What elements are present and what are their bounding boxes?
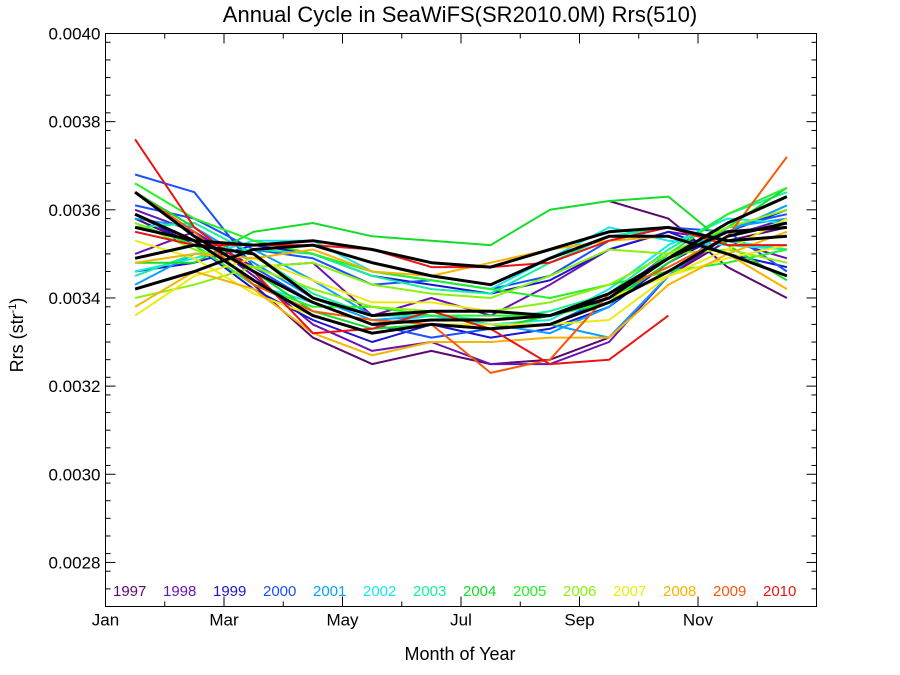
legend-item-2010: 2010 xyxy=(763,583,796,600)
x-tick-label: Jan xyxy=(92,611,119,630)
legend-item-2001: 2001 xyxy=(313,583,346,600)
x-tick-label: May xyxy=(326,611,359,630)
y-tick-label: 0.0034 xyxy=(49,289,101,308)
legend-item-2004: 2004 xyxy=(463,583,496,600)
y-tick-label: 0.0030 xyxy=(49,465,101,484)
legend-item-1998: 1998 xyxy=(163,583,196,600)
y-axis-label-main: Rrs (str xyxy=(7,313,27,372)
legend-item-2003: 2003 xyxy=(413,583,446,600)
x-tick-label: Sep xyxy=(564,611,594,630)
plot-frame xyxy=(105,33,817,607)
series-2005-line-2 xyxy=(134,182,788,299)
x-tick-label: Nov xyxy=(683,611,714,630)
chart-title: Annual Cycle in SeaWiFS(SR2010.0M) Rrs(5… xyxy=(223,2,697,27)
series-2007-line-1 xyxy=(134,217,788,335)
legend-item-1997: 1997 xyxy=(113,583,146,600)
legend-item-2006: 2006 xyxy=(563,583,596,600)
legend-item-2007: 2007 xyxy=(613,583,646,600)
y-axis-label: Rrs (str-1) xyxy=(7,298,27,373)
mean-lines xyxy=(134,190,788,335)
y-tick-label: 0.0036 xyxy=(49,201,101,220)
legend-item-1999: 1999 xyxy=(213,583,246,600)
y-tick-label: 0.0028 xyxy=(49,553,101,572)
series-2008-line-1 xyxy=(134,230,788,357)
x-axis-label: Month of Year xyxy=(404,644,515,664)
series-2009-line-1 xyxy=(134,156,788,374)
series-2007-line-2 xyxy=(134,244,788,317)
y-axis-label-sup: -1 xyxy=(7,304,19,314)
mean-line-4 xyxy=(134,225,788,269)
y-tick-label: 0.0032 xyxy=(49,377,101,396)
legend-item-2005: 2005 xyxy=(513,583,546,600)
legend-item-2008: 2008 xyxy=(663,583,696,600)
legend-item-2000: 2000 xyxy=(263,583,296,600)
mean-line-3 xyxy=(134,212,788,335)
legend: 1997 1998 1999 2000 2001 2002 2003 2004 2005 2006… xyxy=(113,583,796,600)
legend-item-2009: 2009 xyxy=(713,583,746,600)
y-tick-label: 0.0038 xyxy=(49,113,101,132)
x-tick-label: Jul xyxy=(450,611,472,630)
series-2005-line-1 xyxy=(134,186,788,317)
x-tick-label: Mar xyxy=(209,611,239,630)
y-tick-label: 0.0040 xyxy=(49,25,101,44)
series-2003-line-1 xyxy=(135,191,788,321)
mean-line-5 xyxy=(134,225,788,318)
axis-ticks: Jan Mar May Jul Sep Nov 0.0028 0.0030 0.0032 0.00… xyxy=(49,25,817,630)
y-axis-label-tail: ) xyxy=(7,298,27,304)
legend-item-2002: 2002 xyxy=(363,583,396,600)
